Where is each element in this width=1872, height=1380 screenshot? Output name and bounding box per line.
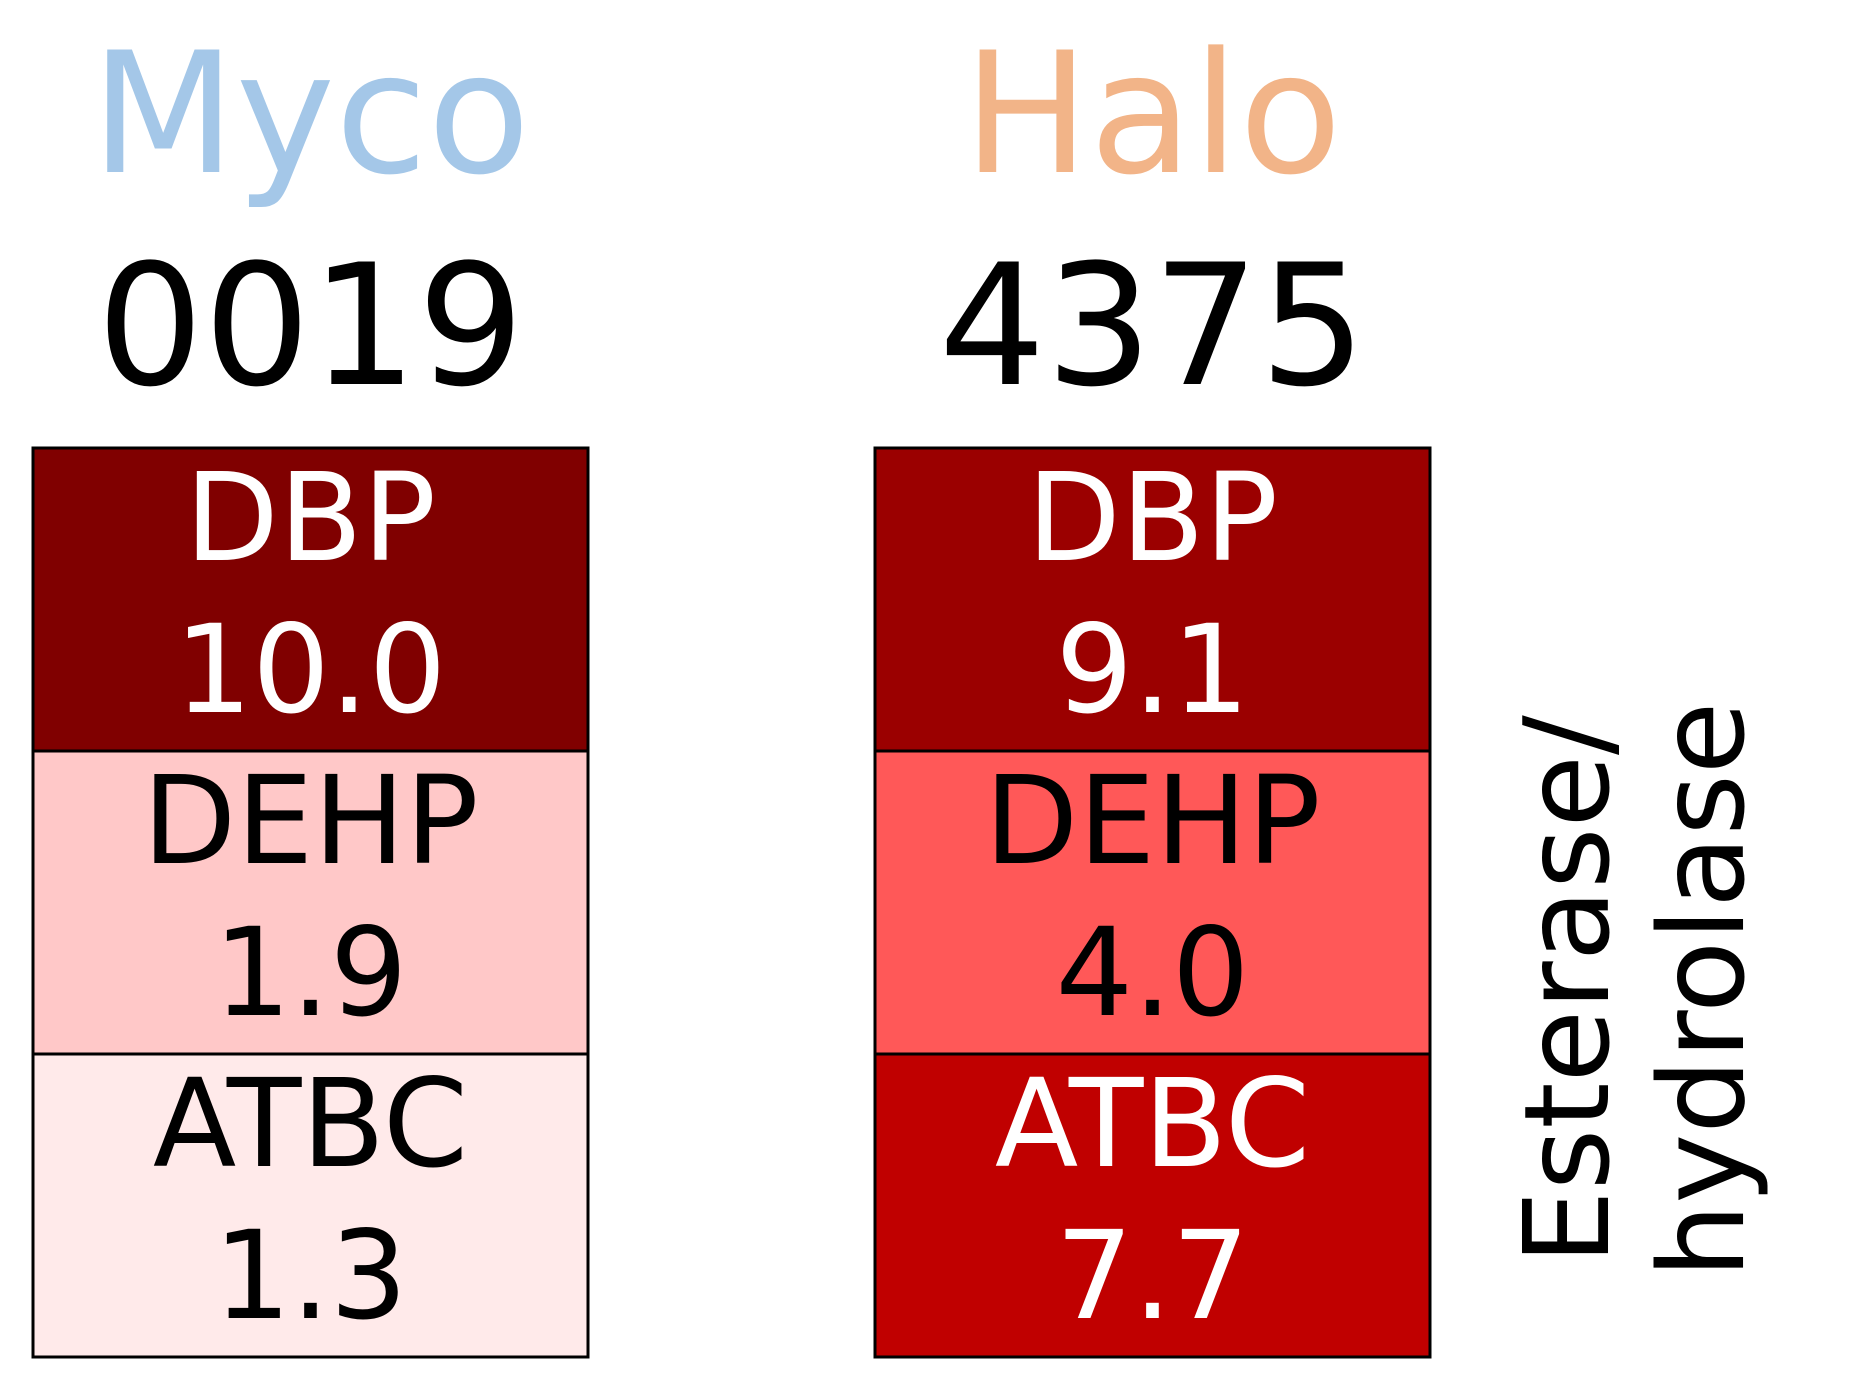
cell-value-myco-atbc: 1.3 (213, 1205, 407, 1347)
cell-label-halo-dehp: DEHP (984, 750, 1320, 892)
cell-label-halo-dbp: DBP (1027, 447, 1278, 589)
column-code-myco: 0019 (97, 228, 525, 424)
cell-value-halo-dbp: 9.1 (1055, 599, 1249, 741)
column-code-halo: 4375 (939, 228, 1367, 424)
column-title-myco: Myco (91, 16, 531, 212)
cell-label-myco-atbc: ATBC (153, 1053, 468, 1195)
cell-label-halo-atbc: ATBC (995, 1053, 1310, 1195)
side-label-line-1: Esterase/ (1498, 715, 1636, 1265)
side-label-line-2: hydrolase (1633, 702, 1771, 1279)
cell-value-myco-dehp: 1.9 (213, 902, 407, 1044)
column-title-halo: Halo (963, 16, 1342, 212)
cell-label-myco-dehp: DEHP (142, 750, 478, 892)
cell-value-halo-dehp: 4.0 (1055, 902, 1249, 1044)
cell-value-myco-dbp: 10.0 (175, 599, 447, 741)
cell-label-myco-dbp: DBP (185, 447, 436, 589)
heatmap-cell-myco-atbc (31, 1052, 590, 1359)
heatmap-cell-myco-dehp (31, 749, 590, 1056)
heatmap-cell-halo-dbp (873, 446, 1432, 753)
heatmap-cell-halo-dehp (873, 749, 1432, 1056)
heatmap-cell-myco-dbp (31, 446, 590, 753)
cell-value-halo-atbc: 7.7 (1055, 1205, 1249, 1347)
heatmap-cell-halo-atbc (873, 1052, 1432, 1359)
